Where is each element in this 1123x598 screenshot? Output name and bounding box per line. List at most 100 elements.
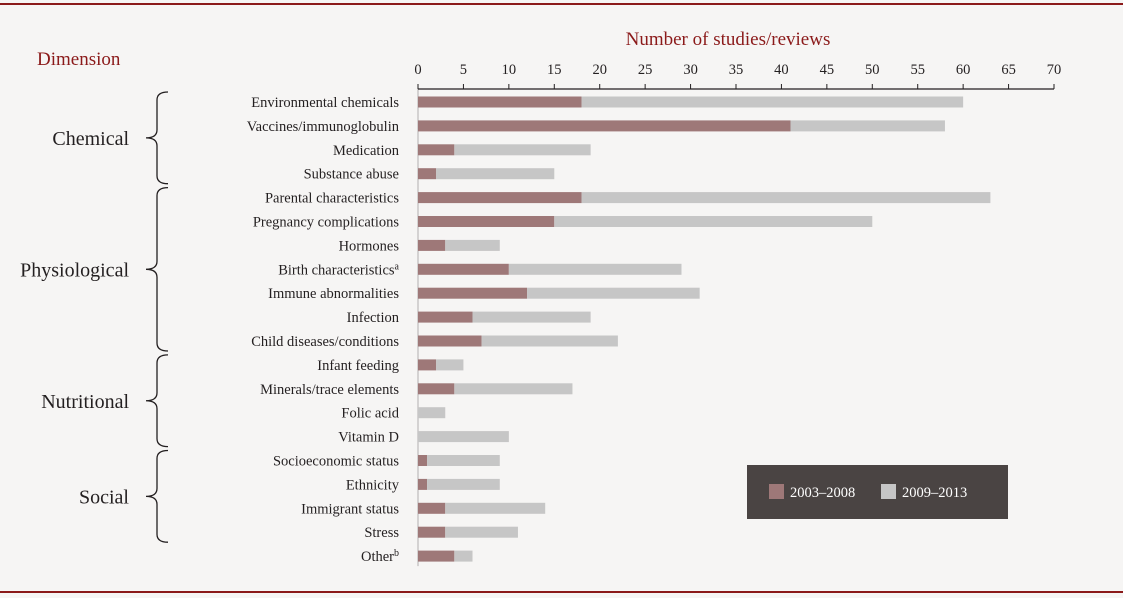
group-bracket xyxy=(145,449,169,543)
bar-segment-early xyxy=(418,96,582,108)
bar-segment-early xyxy=(418,168,437,180)
legend-swatch xyxy=(769,484,784,499)
legend-label: 2009–2013 xyxy=(902,485,967,501)
bar-segment-early xyxy=(418,359,437,371)
category-footnote-mark: a xyxy=(395,261,400,272)
bar-segment-early xyxy=(418,287,528,299)
category-labels: Environmental chemicals Vaccines/immunogl… xyxy=(247,95,400,565)
x-tick-label: 40 xyxy=(774,62,789,78)
bar-segment-early xyxy=(418,478,428,490)
category-label-text: Socioeconomic status xyxy=(273,454,399,470)
x-tick-label: 35 xyxy=(729,62,744,78)
category-label: Immune abnormalities xyxy=(268,286,399,302)
group-bracket xyxy=(145,91,169,185)
category-label-text: Other xyxy=(361,549,394,565)
category-label: Ethnicity xyxy=(346,477,400,493)
bar-segment-late xyxy=(427,478,500,490)
category-label: Socioeconomic status xyxy=(273,454,399,470)
x-tick-label: 65 xyxy=(1001,62,1016,78)
bars xyxy=(418,96,991,562)
category-label-text: Vitamin D xyxy=(338,430,399,446)
category-label-text: Substance abuse xyxy=(304,167,399,183)
legend-swatch xyxy=(881,484,896,499)
bar-segment-late xyxy=(454,383,573,395)
chart-title: Number of studies/reviews xyxy=(626,29,831,50)
dimension-label: Nutritional xyxy=(41,391,129,413)
bar-segment-late xyxy=(508,263,682,275)
category-label-text: Birth characteristics xyxy=(278,262,395,278)
bar-segment-late xyxy=(427,455,500,466)
category-label-text: Pregnancy complications xyxy=(253,215,400,231)
bar-segment-early xyxy=(418,192,582,204)
category-label: Pregnancy complications xyxy=(253,215,400,231)
bar-segment-late xyxy=(454,144,591,156)
group-bracket xyxy=(145,354,169,448)
legend-label: 2003–2008 xyxy=(790,485,855,501)
dimension-brackets: Chemical Physiological Nutritional Social xyxy=(20,91,169,543)
bar-segment-early xyxy=(418,526,446,538)
category-label: Folic acid xyxy=(341,406,399,422)
x-tick-label: 50 xyxy=(865,62,880,78)
x-tick-label: 60 xyxy=(956,62,971,78)
x-tick-label: 70 xyxy=(1047,62,1062,78)
category-label: Medication xyxy=(333,143,400,159)
x-tick-label: 45 xyxy=(820,62,835,78)
bar-segment-late xyxy=(436,359,464,371)
x-tick-label: 10 xyxy=(502,62,517,78)
bar-segment-early xyxy=(418,550,455,562)
bar-segment-late xyxy=(581,96,964,108)
category-label-text: Child diseases/conditions xyxy=(251,334,399,350)
bar-segment-late xyxy=(790,120,945,132)
category-label-text: Folic acid xyxy=(341,406,399,422)
bar-segment-early xyxy=(418,239,446,251)
x-tick-label: 30 xyxy=(683,62,698,78)
bar-segment-early xyxy=(418,502,446,514)
category-label-text: Environmental chemicals xyxy=(251,95,399,111)
x-axis: 0 5 10 15 20 25 30 35 40 45 50 55 60 65 70 xyxy=(414,62,1062,567)
category-label: Hormones xyxy=(339,238,400,254)
category-label-text: Stress xyxy=(364,525,399,541)
x-tick-label: 25 xyxy=(638,62,653,78)
category-label-text: Parental characteristics xyxy=(265,191,399,207)
category-label: Infection xyxy=(347,310,400,326)
category-label-text: Infection xyxy=(347,310,400,326)
bar-segment-late xyxy=(445,502,546,514)
category-label-text: Vaccines/immunoglobulin xyxy=(247,119,400,135)
x-tick-label: 20 xyxy=(592,62,607,78)
bar-segment-early xyxy=(418,455,428,466)
category-label-text: Medication xyxy=(333,143,400,159)
category-label-text: Infant feeding xyxy=(317,358,399,374)
category-label: Minerals/trace elements xyxy=(260,382,399,398)
bar-segment-early xyxy=(418,335,482,347)
bar-segment-late xyxy=(445,239,500,251)
category-label: Stress xyxy=(364,525,399,541)
category-label-text: Minerals/trace elements xyxy=(260,382,399,398)
bar-segment-late xyxy=(418,431,509,443)
bar-segment-late xyxy=(454,550,473,562)
bar-segment-late xyxy=(418,407,446,419)
bar-segment-late xyxy=(527,287,700,299)
bar-segment-late xyxy=(481,335,618,347)
bar-segment-late xyxy=(581,192,991,204)
bar-segment-early xyxy=(418,216,555,227)
bar-segment-late xyxy=(472,311,591,323)
category-label: Birth characteristicsa xyxy=(278,261,399,278)
category-footnote-mark: b xyxy=(394,548,399,559)
legend-box xyxy=(747,465,1008,519)
bar-segment-early xyxy=(418,383,455,395)
bar-segment-early xyxy=(418,120,791,132)
category-label: Immigrant status xyxy=(301,501,399,517)
dimension-label: Physiological xyxy=(20,259,129,281)
x-tick-label: 0 xyxy=(414,62,421,78)
legend: 2003–2008 2009–2013 xyxy=(747,465,1008,519)
top-rule xyxy=(0,3,1123,5)
bar-segment-late xyxy=(436,168,555,180)
bar-segment-early xyxy=(418,311,473,323)
dimension-header: Dimension xyxy=(37,49,121,70)
dimension-label: Chemical xyxy=(52,128,129,150)
category-label-text: Immigrant status xyxy=(301,501,399,517)
group-bracket xyxy=(145,186,169,352)
category-label-text: Immune abnormalities xyxy=(268,286,399,302)
category-label: Otherb xyxy=(361,548,399,565)
